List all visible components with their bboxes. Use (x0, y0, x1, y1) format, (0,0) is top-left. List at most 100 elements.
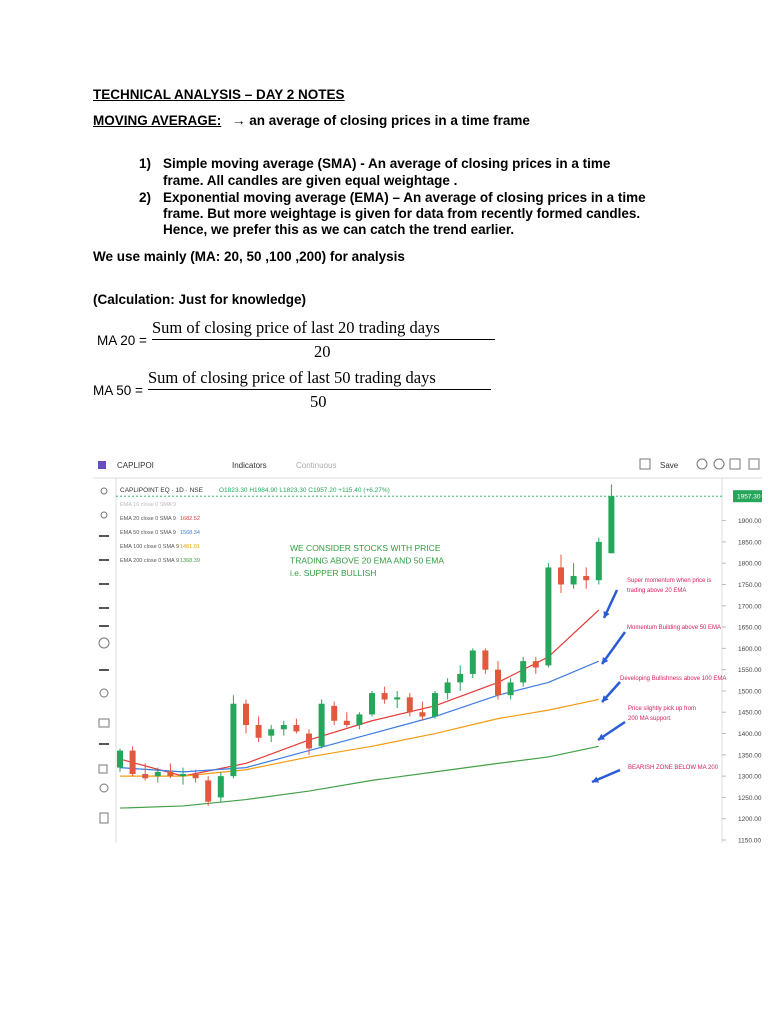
y-tick-label: 1150.00 (738, 838, 761, 843)
list-line: frame. All candles are given equal weigh… (163, 173, 458, 188)
candle-body (268, 729, 275, 736)
candle-body (520, 661, 527, 683)
arrow-head (603, 611, 610, 618)
y-tick-label: 1200.00 (738, 816, 762, 823)
y-tick-label: 1650.00 (738, 625, 762, 632)
annotation: i.e. SUPPER BULLISH (290, 568, 376, 578)
ma-line (119, 745, 599, 809)
y-tick-label: 1250.00 (738, 795, 762, 802)
toolbar-item: Continuous (296, 461, 336, 470)
candle-body (167, 771, 174, 777)
list-number: 2) (139, 190, 152, 205)
candle-body (457, 673, 464, 683)
candle-body (356, 714, 363, 726)
candle-body (369, 693, 375, 715)
y-tick-label: 1400.00 (738, 731, 762, 738)
candle-body (318, 703, 325, 747)
denominator: 20 (314, 342, 331, 361)
legend-value: 1568.34 (180, 530, 200, 536)
toolbar-item: Save (660, 461, 679, 470)
annotation: Price slightly pick up from (628, 706, 696, 712)
ma-line (119, 609, 600, 777)
annotation: Momentum Building above 50 EMA (627, 625, 721, 631)
annotation: TRADING ABOVE 20 EMA AND 50 EMA (290, 556, 444, 566)
last-price-tag (733, 490, 762, 503)
arrow-head (602, 657, 609, 664)
candle-body (394, 697, 401, 700)
candle-body (419, 712, 426, 717)
annotation: Developing Bullishness above 100 EMA (620, 676, 726, 682)
chart-screenshot: CAPLIPOI Indicators Continuous Save 1150.00 1… (93, 447, 762, 843)
instrument: CAPLIPOINT EQ · 1D · NSE (120, 487, 204, 494)
denominator: 50 (310, 392, 327, 411)
candle-body (570, 575, 577, 585)
candle-body (280, 725, 287, 730)
annotation: trading above 20 EMA (627, 588, 686, 594)
title: TECHNICAL ANALYSIS – DAY 2 NOTES (93, 87, 345, 102)
legend-name: EMA 50 close 0 SMA 9 (120, 530, 176, 536)
candle-body (495, 669, 501, 696)
candle-body (293, 725, 300, 732)
fraction-bar (148, 389, 491, 390)
chart-bg (93, 447, 762, 843)
toolbar-item: Indicators (232, 461, 267, 470)
candle-body (205, 780, 212, 802)
y-tick-label: 1850.00 (738, 539, 762, 546)
legend-name: EMA 200 close 0 SMA 9 (120, 558, 179, 564)
candle-body (444, 682, 451, 694)
candle-body (558, 567, 564, 585)
candle-body (595, 541, 602, 581)
arrow-head (598, 733, 605, 740)
y-tick-label: 1500.00 (738, 688, 762, 695)
legend-name: EMA 20 close 0 SMA 9 (120, 516, 176, 522)
arrow-head (602, 695, 609, 702)
numerator: Sum of closing price of last 50 trading … (148, 368, 436, 387)
candle-body (180, 774, 186, 777)
formula-label: MA 20 = (97, 333, 147, 348)
ohlc: O1823.30 H1984.90 L1823.30 C1957.20 +115… (219, 487, 390, 494)
ma-line (120, 698, 599, 777)
candle-body (129, 750, 136, 775)
candle-body (608, 496, 615, 554)
candle-body (331, 705, 338, 721)
ma-definition: → an average of closing prices in a time… (232, 113, 530, 128)
symbol-search: CAPLIPOI (117, 461, 154, 470)
legend-value: 1368.39 (180, 558, 200, 564)
calc-note: (Calculation: Just for knowledge) (93, 292, 307, 307)
annotation: WE CONSIDER STOCKS WITH PRICE (290, 543, 441, 553)
candle-body (545, 567, 552, 666)
y-tick-label: 1900.00 (738, 518, 762, 525)
ma-label: MOVING AVERAGE: (93, 113, 222, 128)
list-line: Exponential moving average (EMA) – An av… (163, 190, 646, 205)
usage: We use mainly (MA: 20, 50 ,100 ,200) for… (93, 249, 405, 264)
y-tick-label: 1600.00 (738, 646, 762, 653)
candle-body (142, 774, 149, 779)
candle-body (192, 774, 199, 779)
arrow-shaft (600, 631, 627, 665)
fraction-bar (152, 339, 495, 340)
candle-body (243, 703, 249, 726)
legend-hidden: EMA 10 close 0 SMA 9 (120, 502, 176, 508)
annotation: 200 MA support. (628, 716, 672, 722)
legend-name: EMA 100 close 0 SMA 9 (120, 544, 179, 550)
ma-line (119, 660, 600, 773)
candle-body (306, 733, 312, 749)
candle-body (230, 703, 237, 777)
numerator: Sum of closing price of last 20 trading … (152, 318, 440, 337)
y-tick-label: 1450.00 (738, 710, 762, 717)
candle-body (154, 771, 161, 777)
candle-body (381, 693, 388, 700)
y-tick-label: 1350.00 (738, 752, 762, 759)
candle-body (507, 682, 514, 696)
legend-value: 1682.52 (180, 516, 200, 522)
candle-body (469, 650, 476, 674)
candle-body (532, 661, 539, 668)
list-line: frame. But more weightage is given for d… (163, 206, 641, 221)
legend-value: 1481.91 (180, 544, 200, 550)
y-tick-label: 1700.00 (738, 603, 762, 610)
candle-body (343, 720, 350, 726)
candle-body (117, 750, 123, 768)
formula-label: MA 50 = (93, 383, 143, 398)
list-line: Simple moving average (SMA) - An average… (163, 156, 611, 171)
